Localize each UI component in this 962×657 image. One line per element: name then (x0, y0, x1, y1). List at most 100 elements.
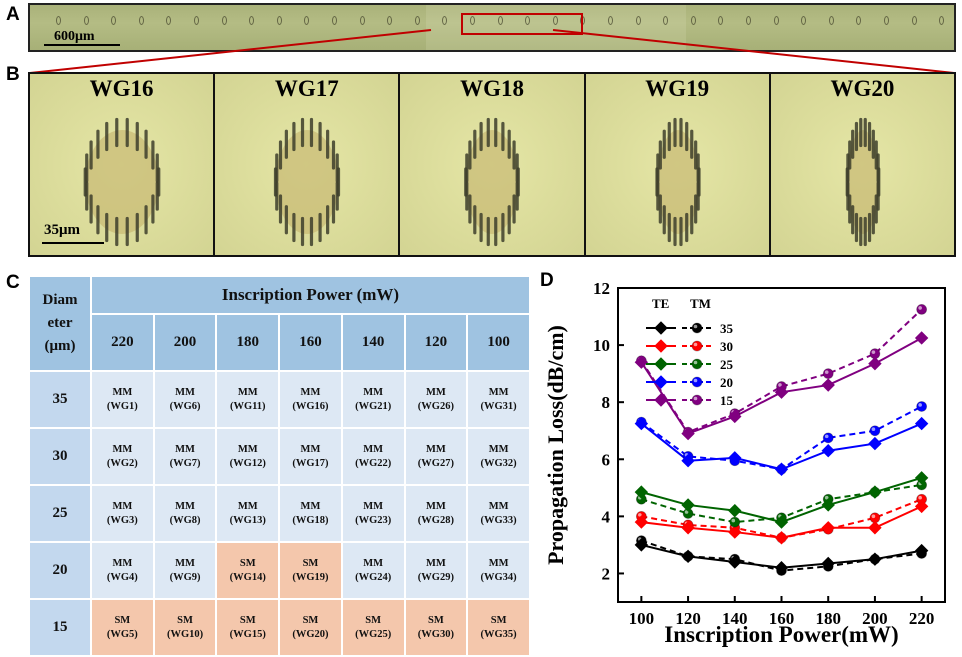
series-15-te-point (821, 378, 835, 392)
waveguide-marker (635, 16, 641, 25)
waveguide-marker (332, 16, 337, 25)
mode-cell: SM (WG5) (90, 598, 155, 657)
ring-cross-section (274, 117, 341, 247)
mode-text: MM (300, 386, 321, 398)
series-20-tm-point-highlight (918, 403, 922, 407)
series-15-tm-point-highlight (778, 383, 782, 387)
waveguide-id: (WG20) (292, 628, 329, 640)
waveguide-id: (WG13) (229, 514, 266, 526)
mode-cell: SM (WG25) (340, 598, 406, 657)
series-30-te-point (634, 515, 649, 529)
waveguide-marker (111, 16, 117, 25)
micrograph-label: WG17 (274, 76, 339, 101)
legend-tm-marker (691, 340, 703, 352)
waveguide-id: (WG23) (355, 514, 392, 526)
series-15-tm-point-highlight (918, 306, 922, 310)
waveguide-id: (WG32) (480, 457, 517, 469)
micrograph-label: WG19 (645, 76, 710, 101)
waveguide-id: (WG28) (417, 514, 454, 526)
mode-cell: SM (WG15) (215, 598, 281, 657)
series-25-te-point (774, 515, 789, 529)
micrograph-row: WG16 35μm WG17 WG18 WG19 WG20 (28, 72, 956, 257)
series-35-te-point (868, 552, 882, 566)
waveguide-marker (552, 16, 558, 25)
mode-text: SM (302, 614, 319, 626)
mode-cell: MM (WG17) (278, 427, 343, 486)
waveguide-id: (WG16) (292, 400, 329, 412)
x-tick-label: 180 (815, 609, 841, 628)
legend-tm-marker-highlight (693, 342, 698, 347)
mode-cell: MM (WG4) (90, 541, 155, 600)
series-15-te-point (868, 356, 882, 371)
waveguide-marker (166, 16, 172, 25)
waveguide-id: (WG7) (169, 457, 201, 469)
panel-label-a: A (6, 4, 20, 25)
legend-label-35: 35 (720, 321, 734, 336)
series-35-te-point (914, 543, 929, 558)
waveguide-id: (WG1) (106, 400, 138, 412)
mode-text: MM (363, 443, 384, 455)
series-35-te-point (728, 555, 742, 569)
series-15-tm-point-highlight (824, 370, 829, 374)
table-row: 35 MM (WG1) MM (WG6) MM (WG11) MM (WG16) MM (WG21)… (28, 370, 531, 429)
x-tick-label: 160 (769, 609, 795, 628)
mode-cell: MM (WG7) (152, 427, 218, 486)
y-tick-label: 10 (593, 336, 610, 355)
waveguide-id: (WG25) (355, 628, 392, 640)
y-tick-label: 4 (602, 507, 611, 526)
ring-cross-section (464, 117, 521, 247)
series-25-te-point (728, 503, 742, 518)
mode-text: SM (114, 614, 131, 626)
mode-text: MM (363, 386, 384, 398)
waveguide-marker (746, 16, 751, 25)
zoom-region-box (461, 13, 583, 35)
zoom-connector (29, 29, 955, 74)
power-col-140: 140 (340, 313, 406, 372)
table-row: 20 MM (WG4) MM (WG9) SM (WG14) SM (WG19) MM (WG24)… (28, 541, 531, 600)
panel-label-d: D (540, 270, 554, 291)
ring-core (466, 130, 519, 234)
waveguide-marker (525, 16, 531, 25)
waveguide-id: (WG18) (292, 514, 329, 526)
waveguide-id: (WG31) (480, 400, 517, 412)
series-15-te-point (634, 355, 649, 369)
mode-text: MM (237, 500, 258, 512)
waveguide-id: (WG24) (355, 571, 392, 583)
waveguide-marker (773, 16, 779, 25)
ring-cross-section (845, 117, 881, 247)
series-25-tm-point (729, 516, 741, 528)
waveguide-id: (WG30) (417, 628, 454, 640)
mode-cell: MM (WG2) (90, 427, 155, 486)
x-tick-label: 200 (862, 609, 888, 628)
propagation-loss-chart: 100 120 140 160 180 200 220 2 4 6 8 10 12 Inscription… (543, 279, 946, 647)
mode-cell: SM (WG14) (215, 541, 281, 600)
waveguide-id: (WG8) (169, 514, 201, 526)
power-col-220: 220 (90, 313, 155, 372)
series-20-te-point (914, 416, 929, 431)
mode-text: MM (300, 500, 321, 512)
mode-cell: MM (WG26) (403, 370, 469, 429)
series-20-te-point (634, 416, 649, 431)
mode-cell: MM (WG16) (278, 370, 343, 429)
waveguide-marker (304, 16, 310, 25)
series-15-te-point (728, 409, 742, 424)
waveguide-marker (690, 16, 696, 25)
series-30-te-point (914, 499, 929, 514)
diameter-cell: 30 (28, 427, 92, 486)
waveguide-id: (WG29) (417, 571, 454, 583)
waveguide-id: (WG15) (229, 628, 266, 640)
mode-cell: MM (WG23) (340, 484, 406, 543)
legend-tm-marker (691, 358, 703, 370)
series-25-te-point (681, 498, 695, 512)
mode-cell: SM (WG30) (403, 598, 469, 657)
ring-cross-section (83, 117, 161, 247)
micrograph-label: WG16 (89, 76, 154, 101)
micrograph-wg20: WG20 (770, 74, 955, 255)
waveguide-id: (WG19) (292, 571, 329, 583)
x-tick-label: 100 (629, 609, 655, 628)
waveguide-marker (718, 16, 724, 25)
mode-text: MM (237, 386, 258, 398)
waveguide-id: (WG4) (106, 571, 138, 583)
stitched-segment (426, 5, 686, 50)
series-20-tm-point-highlight (824, 434, 829, 439)
